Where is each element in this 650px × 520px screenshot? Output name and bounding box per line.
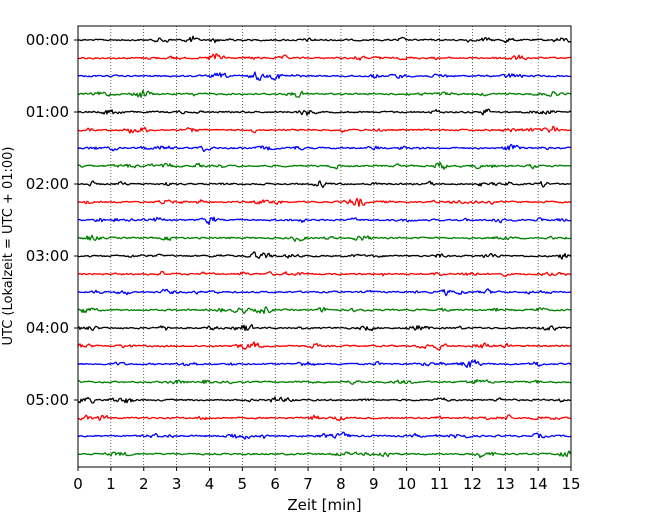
trace-line: [77, 450, 572, 459]
x-tick-label: 2: [139, 475, 149, 493]
x-tick-label: 9: [369, 475, 379, 493]
x-tick-label: 11: [430, 475, 449, 493]
trace-line: [77, 143, 572, 153]
y-tick-label: 03:00: [26, 247, 69, 265]
trace-line: [77, 431, 572, 440]
trace-line: [77, 379, 572, 385]
x-axis: 0 1 2 3 4 5 6 7 8 9 10 11 12 13 14 15: [73, 467, 581, 493]
traces: [77, 35, 572, 459]
x-tick-label: 4: [205, 475, 215, 493]
x-tick-label: 5: [238, 475, 248, 493]
y-axis: 00:00 01:00 02:00 03:00 04:00 05:00: [26, 31, 78, 409]
x-tick-label: 1: [106, 475, 116, 493]
trace-line: [77, 270, 572, 278]
x-tick-label: 7: [303, 475, 313, 493]
trace-line: [77, 216, 572, 225]
x-tick-label: 0: [73, 475, 83, 493]
trace-line: [77, 71, 572, 81]
trace-line: [77, 306, 572, 315]
trace-line: [77, 89, 572, 98]
trace-line: [77, 161, 572, 170]
x-tick-label: 3: [172, 475, 182, 493]
trace-line: [77, 341, 572, 351]
trace-line: [77, 324, 572, 332]
x-tick-label: 15: [561, 475, 580, 493]
trace-line: [77, 251, 572, 260]
x-tick-label: 13: [496, 475, 515, 493]
trace-line: [77, 180, 572, 189]
y-tick-label: 01:00: [26, 103, 69, 121]
trace-line: [77, 108, 572, 116]
y-axis-label: UTC (Lokalzeit = UTC + 01:00): [1, 147, 16, 346]
y-tick-label: 04:00: [26, 319, 69, 337]
trace-line: [77, 53, 572, 61]
trace-line: [77, 396, 572, 404]
trace-line: [77, 234, 572, 243]
x-tick-label: 14: [529, 475, 548, 493]
x-axis-label: Zeit [min]: [287, 496, 361, 514]
trace-line: [77, 414, 572, 422]
trace-line: [77, 197, 572, 208]
trace-line: [77, 359, 572, 369]
x-tick-label: 6: [270, 475, 280, 493]
y-tick-label: 02:00: [26, 175, 69, 193]
plot-frame: [77, 25, 572, 468]
trace-line: [77, 35, 572, 44]
x-tick-label: 10: [397, 475, 416, 493]
y-tick-label: 00:00: [26, 31, 69, 49]
x-tick-label: 8: [336, 475, 346, 493]
trace-line: [77, 125, 572, 134]
x-tick-label: 12: [463, 475, 482, 493]
trace-line: [77, 288, 572, 297]
y-tick-label: 05:00: [26, 391, 69, 409]
